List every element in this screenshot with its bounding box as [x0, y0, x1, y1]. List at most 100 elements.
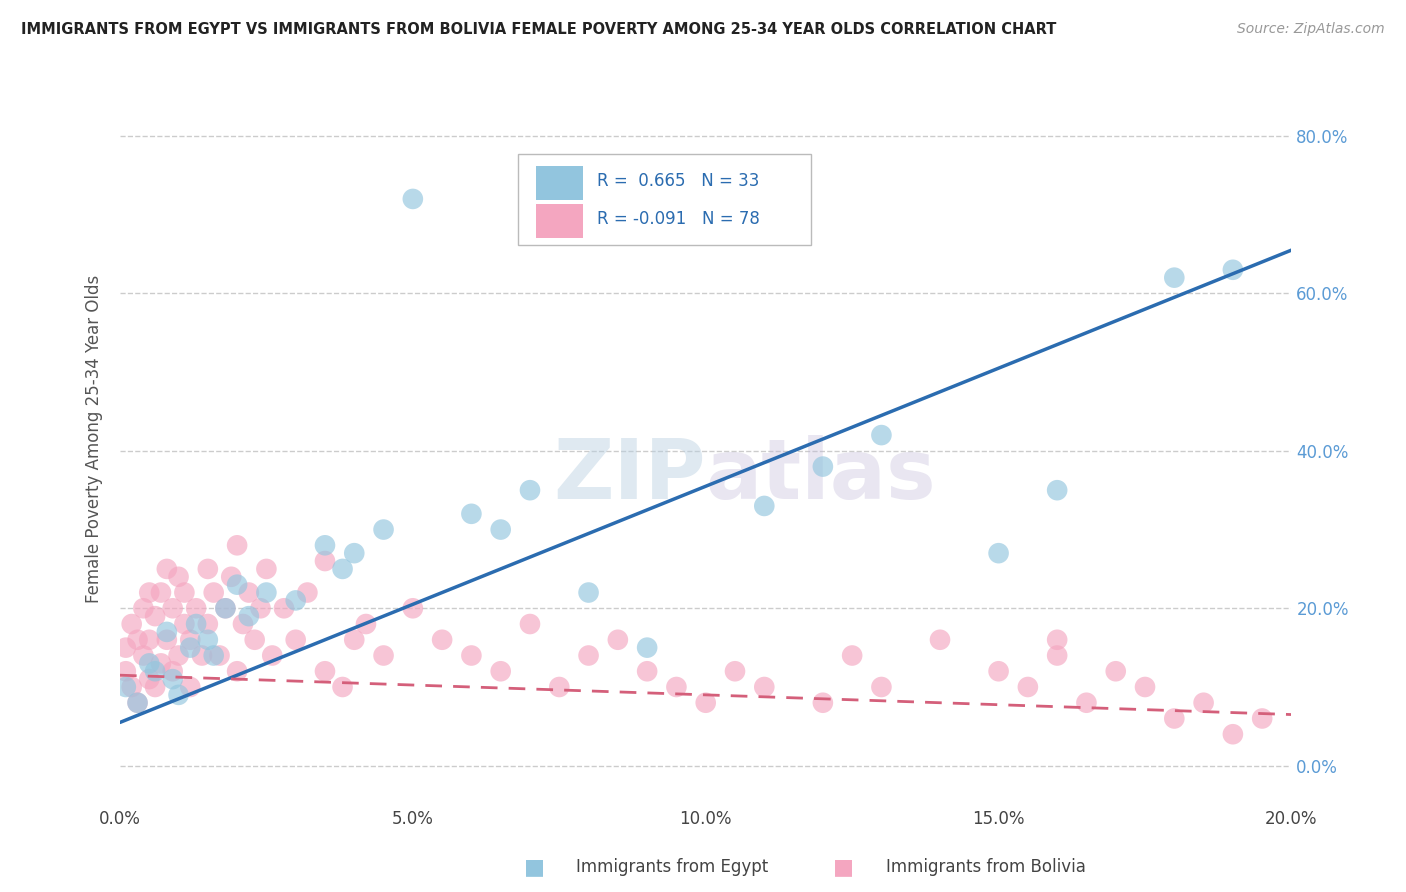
Point — [202, 648, 225, 663]
Text: Immigrants from Bolivia: Immigrants from Bolivia — [886, 858, 1085, 876]
Point — [197, 632, 219, 647]
Point — [156, 624, 179, 639]
Point — [232, 617, 254, 632]
Point — [870, 680, 893, 694]
FancyBboxPatch shape — [519, 153, 811, 245]
Text: ■: ■ — [834, 857, 853, 877]
Point — [179, 680, 201, 694]
Point — [373, 648, 395, 663]
Point — [1222, 262, 1244, 277]
Point — [606, 632, 628, 647]
Point — [149, 585, 172, 599]
Point — [811, 459, 834, 474]
Point — [162, 601, 184, 615]
Point — [138, 585, 160, 599]
Point — [179, 640, 201, 655]
Point — [262, 648, 284, 663]
Point — [695, 696, 717, 710]
Point — [1222, 727, 1244, 741]
Text: Immigrants from Egypt: Immigrants from Egypt — [576, 858, 769, 876]
Point — [197, 617, 219, 632]
Point — [114, 640, 136, 655]
Point — [138, 657, 160, 671]
Point — [297, 585, 319, 599]
Bar — [536, 166, 582, 200]
Text: R =  0.665   N = 33: R = 0.665 N = 33 — [596, 172, 759, 190]
Point — [202, 585, 225, 599]
Point — [332, 562, 354, 576]
Text: atlas: atlas — [706, 435, 936, 516]
Point — [254, 562, 277, 576]
Point — [127, 632, 149, 647]
Point — [173, 617, 195, 632]
Point — [167, 648, 190, 663]
Point — [226, 665, 249, 679]
Point — [636, 640, 658, 655]
Text: IMMIGRANTS FROM EGYPT VS IMMIGRANTS FROM BOLIVIA FEMALE POVERTY AMONG 25-34 YEAR: IMMIGRANTS FROM EGYPT VS IMMIGRANTS FROM… — [21, 22, 1056, 37]
Point — [754, 680, 776, 694]
Point — [238, 585, 260, 599]
Point — [811, 696, 834, 710]
Point — [132, 601, 155, 615]
Point — [214, 601, 236, 615]
Point — [489, 523, 512, 537]
Point — [243, 632, 266, 647]
Point — [173, 585, 195, 599]
Point — [987, 665, 1010, 679]
Point — [132, 648, 155, 663]
Point — [1251, 711, 1274, 725]
Point — [314, 554, 336, 568]
Point — [1105, 665, 1128, 679]
Y-axis label: Female Poverty Among 25-34 Year Olds: Female Poverty Among 25-34 Year Olds — [86, 275, 103, 603]
Point — [167, 688, 190, 702]
Point — [636, 665, 658, 679]
Point — [284, 593, 307, 607]
Point — [1076, 696, 1098, 710]
Point — [184, 617, 207, 632]
Point — [114, 665, 136, 679]
Point — [1046, 648, 1069, 663]
Point — [162, 665, 184, 679]
Point — [402, 192, 425, 206]
Point — [127, 696, 149, 710]
Point — [489, 665, 512, 679]
Point — [1163, 270, 1185, 285]
Point — [373, 523, 395, 537]
Point — [343, 546, 366, 560]
Point — [519, 483, 541, 498]
Point — [665, 680, 688, 694]
Point — [870, 428, 893, 442]
Text: R = -0.091   N = 78: R = -0.091 N = 78 — [596, 211, 759, 228]
Point — [156, 632, 179, 647]
Point — [114, 680, 136, 694]
Point — [548, 680, 571, 694]
Point — [929, 632, 952, 647]
Point — [138, 632, 160, 647]
Point — [226, 577, 249, 591]
Point — [167, 570, 190, 584]
Point — [121, 680, 143, 694]
Text: ■: ■ — [524, 857, 544, 877]
Point — [179, 632, 201, 647]
Point — [402, 601, 425, 615]
Point — [332, 680, 354, 694]
Point — [197, 562, 219, 576]
Point — [214, 601, 236, 615]
Point — [1017, 680, 1039, 694]
Point — [343, 632, 366, 647]
Point — [121, 617, 143, 632]
Point — [460, 507, 482, 521]
Point — [162, 672, 184, 686]
Point — [156, 562, 179, 576]
Point — [219, 570, 242, 584]
Point — [1133, 680, 1156, 694]
Text: ZIP: ZIP — [553, 435, 706, 516]
Point — [314, 665, 336, 679]
Point — [519, 617, 541, 632]
Point — [314, 538, 336, 552]
Point — [191, 648, 214, 663]
Point — [208, 648, 231, 663]
Point — [249, 601, 271, 615]
Text: Source: ZipAtlas.com: Source: ZipAtlas.com — [1237, 22, 1385, 37]
Point — [143, 680, 166, 694]
